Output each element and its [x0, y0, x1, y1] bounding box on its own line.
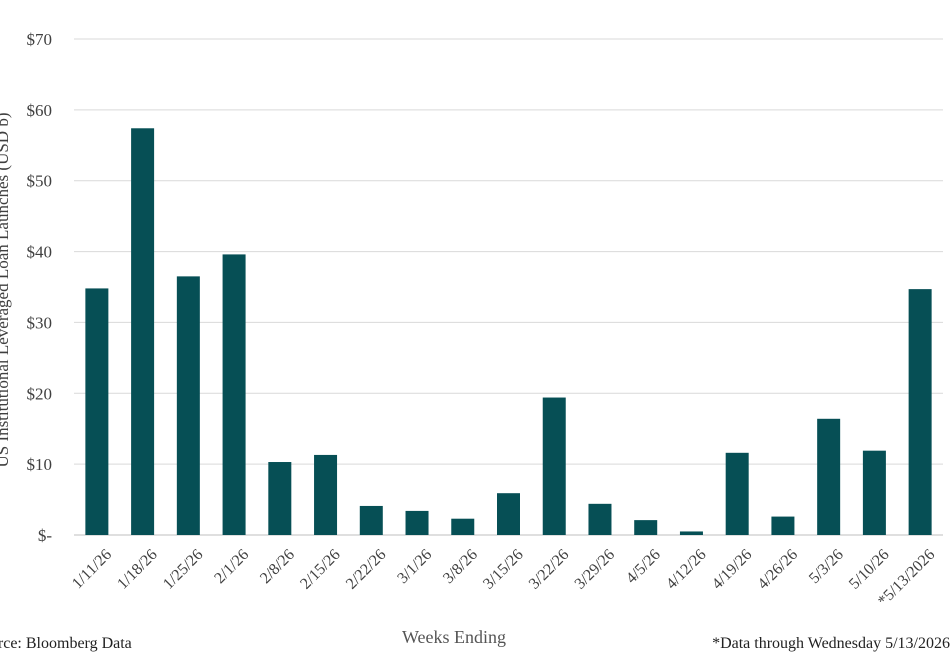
- bar: [405, 510, 429, 535]
- bar: [908, 289, 932, 535]
- bars: [85, 128, 932, 536]
- bar: [542, 397, 566, 535]
- x-tick-label: 2/15/26: [297, 546, 344, 593]
- bar: [222, 254, 246, 536]
- x-tick-label: 2/1/26: [211, 546, 252, 587]
- y-axis-label: US Institutional Leveraged Loan Launches…: [0, 112, 12, 467]
- x-tick-label: 2/22/26: [343, 546, 390, 593]
- data-note: *Data through Wednesday 5/13/2026: [712, 635, 950, 652]
- bar: [725, 452, 749, 535]
- bar: [862, 450, 886, 535]
- bar: [634, 520, 658, 535]
- y-axis-ticks: $- $10 $20 $30 $40 $50 $60 $70: [27, 30, 53, 545]
- x-axis-ticks: 1/11/26 1/18/26 1/25/26 2/1/26 2/8/26 2/15/26…: [69, 546, 938, 610]
- x-tick-label: 4/12/26: [663, 546, 710, 593]
- y-tick-label: $30: [27, 313, 53, 332]
- y-tick-label: $20: [27, 384, 53, 403]
- y-tick-label: $10: [27, 455, 53, 474]
- y-tick-label: $40: [27, 243, 53, 262]
- bar: [85, 288, 109, 535]
- gridlines: [74, 38, 943, 536]
- bar: [359, 505, 383, 535]
- source-note: Source: Bloomberg Data: [0, 635, 132, 652]
- x-tick-label: 3/29/26: [572, 546, 619, 593]
- x-tick-label: 3/22/26: [526, 546, 573, 593]
- x-tick-label: 3/1/26: [394, 546, 435, 587]
- bar: [176, 276, 200, 535]
- x-tick-label: 4/19/26: [709, 546, 756, 593]
- x-tick-label: 1/25/26: [160, 546, 207, 593]
- y-tick-label: $50: [27, 172, 53, 191]
- bar: [268, 462, 292, 535]
- x-tick-label: 3/8/26: [440, 546, 481, 587]
- x-axis-label: Weeks Ending: [402, 627, 507, 647]
- x-tick-label: 3/15/26: [480, 546, 527, 593]
- bar: [497, 493, 520, 535]
- x-tick-label: 4/5/26: [623, 546, 664, 587]
- bar: [817, 418, 841, 535]
- bar: [771, 516, 795, 535]
- x-tick-label: 1/18/26: [114, 546, 161, 593]
- bar: [131, 128, 155, 535]
- x-tick-label: 5/3/26: [806, 546, 847, 587]
- bar: [679, 531, 703, 535]
- bar: [314, 454, 338, 535]
- bar: [451, 518, 475, 535]
- x-tick-label: 2/8/26: [257, 546, 298, 587]
- y-tick-label: $70: [27, 30, 53, 49]
- x-tick-label: 1/11/26: [69, 546, 115, 592]
- y-tick-label: $-: [38, 526, 53, 545]
- y-tick-label: $60: [27, 101, 53, 120]
- bar: [588, 503, 612, 535]
- x-tick-label: 4/26/26: [755, 546, 802, 593]
